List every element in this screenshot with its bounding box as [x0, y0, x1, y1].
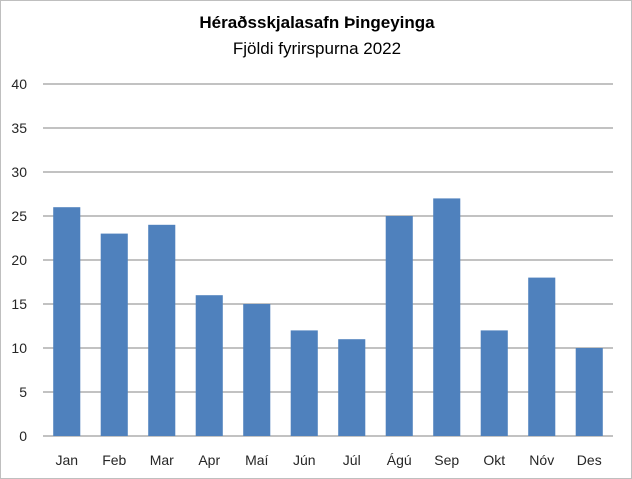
y-tick-label: 30: [11, 164, 27, 180]
y-tick-label: 20: [11, 252, 27, 268]
bar-maí: [243, 304, 271, 436]
x-tick-label: Mar: [150, 452, 174, 468]
grid-layer: [43, 83, 613, 437]
bar-apr: [195, 295, 223, 436]
x-tick-label: Nóv: [529, 452, 554, 468]
y-tick-label: 10: [11, 340, 27, 356]
bar-okt: [480, 330, 508, 436]
bar-feb: [100, 233, 128, 436]
x-tick-label: Sep: [434, 452, 459, 468]
chart-title: Héraðsskjalasafn Þingeyinga: [199, 13, 435, 32]
bar-jan: [53, 207, 81, 436]
x-tick-label: Jan: [55, 452, 78, 468]
y-tick-label: 0: [19, 428, 27, 444]
bar-mar: [148, 224, 176, 436]
bar-nóv: [528, 277, 556, 436]
bar-ágú: [385, 216, 413, 436]
bar-des: [575, 348, 603, 436]
y-tick-label: 40: [11, 76, 27, 92]
bar-júl: [338, 339, 366, 436]
x-tick-label: Des: [577, 452, 602, 468]
x-tick-label: Apr: [198, 452, 220, 468]
x-tick-label: Júl: [343, 452, 361, 468]
y-tick-label: 5: [19, 384, 27, 400]
bar-layer: [53, 198, 603, 436]
bar-jún: [290, 330, 318, 436]
chart-subtitle: Fjöldi fyrirspurna 2022: [232, 39, 402, 58]
x-tick-label: Ágú: [387, 452, 412, 468]
y-tick-label: 15: [11, 296, 27, 312]
x-tick-label: Okt: [483, 452, 505, 468]
x-tick-label: Maí: [245, 452, 268, 468]
x-tick-label: Feb: [102, 452, 126, 468]
bar-sep: [433, 198, 461, 436]
y-tick-label: 35: [11, 120, 27, 136]
label-layer: 0 5 10 15 20 25 30 35 40 Jan Feb Mar Apr Maí Jún Júl Ágú…: [11, 76, 601, 468]
y-tick-label: 25: [11, 208, 27, 224]
x-tick-label: Jún: [293, 452, 316, 468]
